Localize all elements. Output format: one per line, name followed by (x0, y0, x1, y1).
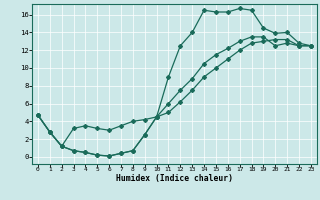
X-axis label: Humidex (Indice chaleur): Humidex (Indice chaleur) (116, 174, 233, 183)
